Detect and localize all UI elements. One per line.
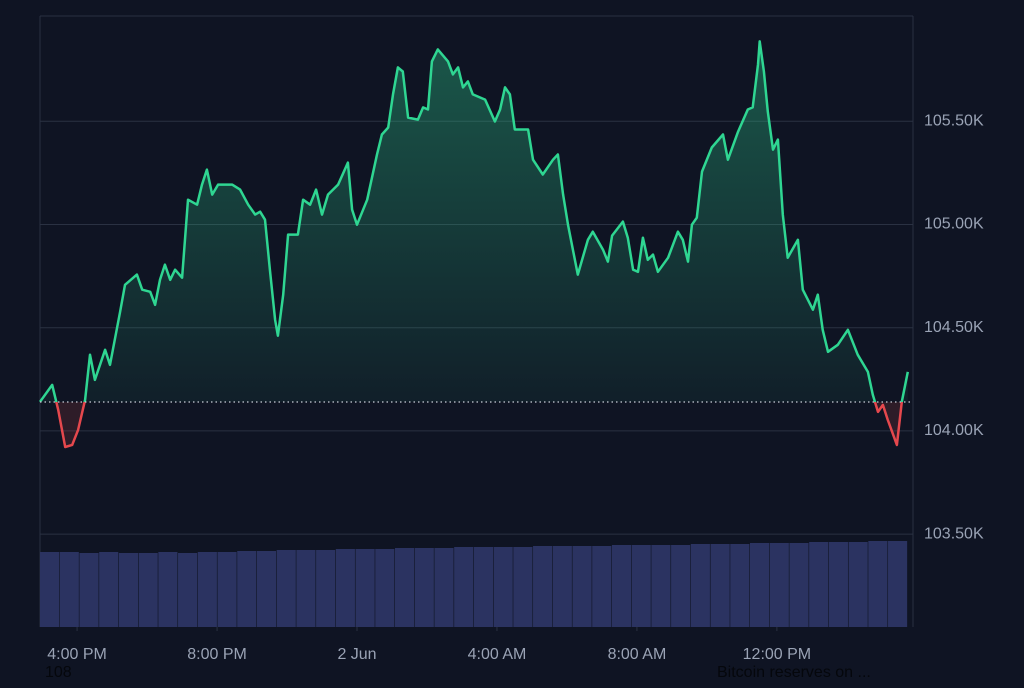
x-tick-label: 4:00 AM (468, 646, 527, 663)
volume-bar (99, 552, 119, 627)
volume-bar (394, 548, 415, 627)
volume-bar (473, 547, 493, 627)
volume-bar (158, 552, 178, 627)
volume-bar (651, 545, 671, 627)
volume-bar (493, 547, 513, 627)
x-tick-label: 8:00 AM (608, 646, 667, 663)
volume-bar (533, 546, 553, 627)
volume-bar (690, 544, 710, 627)
y-tick-label: 104.50K (924, 319, 984, 336)
volume-bar (79, 553, 99, 627)
volume-bar (375, 549, 395, 627)
y-tick-label: 105.50K (924, 112, 984, 129)
volume-bar (749, 543, 770, 627)
volume-bar (671, 545, 691, 627)
volume-bar (59, 552, 79, 627)
volume-bar (118, 553, 139, 627)
volume-bar (789, 543, 809, 627)
volume-bar (730, 544, 750, 627)
volume-bar (40, 552, 60, 627)
volume-bar (454, 547, 474, 627)
x-tick-label: 8:00 PM (187, 646, 247, 663)
volume-bar (828, 542, 848, 627)
y-tick-label: 104.00K (924, 422, 984, 439)
volume-bar (809, 542, 829, 627)
volume-bar (552, 546, 572, 627)
volume-bar (256, 551, 277, 627)
volume-bar (138, 553, 158, 627)
price-line (38, 40, 910, 403)
volume-bar (276, 550, 296, 627)
volume-bar (237, 551, 257, 627)
volume-bar (217, 552, 237, 627)
volume-bar (335, 549, 355, 627)
y-tick-label: 103.50K (924, 525, 984, 542)
y-tick-label: 105.00K (924, 216, 984, 233)
volume-bar (592, 546, 612, 627)
volume-bar (178, 553, 198, 627)
volume-bar (631, 545, 651, 627)
volume-bar (197, 552, 217, 627)
volume-bar (316, 550, 336, 627)
volume-bar (414, 548, 434, 627)
footer-right: Bitcoin reserves on ... (717, 664, 871, 681)
volume-bar (296, 550, 316, 627)
volume-bar (848, 542, 868, 627)
volume-bar (888, 541, 908, 627)
volume-bar (868, 541, 888, 627)
volume-bar (434, 548, 454, 627)
volume-bar (355, 549, 375, 627)
footer-left: 108 (45, 664, 72, 681)
area-fill (40, 41, 908, 403)
volume-bar (710, 544, 730, 627)
volume-bar (611, 545, 632, 627)
volume-bar (513, 547, 533, 627)
volume-bar (572, 546, 592, 627)
x-tick-label: 2 Jun (337, 646, 376, 663)
x-tick-label: 4:00 PM (47, 646, 107, 663)
x-tick-label: 12:00 PM (743, 646, 811, 663)
volume-bar (769, 543, 789, 627)
